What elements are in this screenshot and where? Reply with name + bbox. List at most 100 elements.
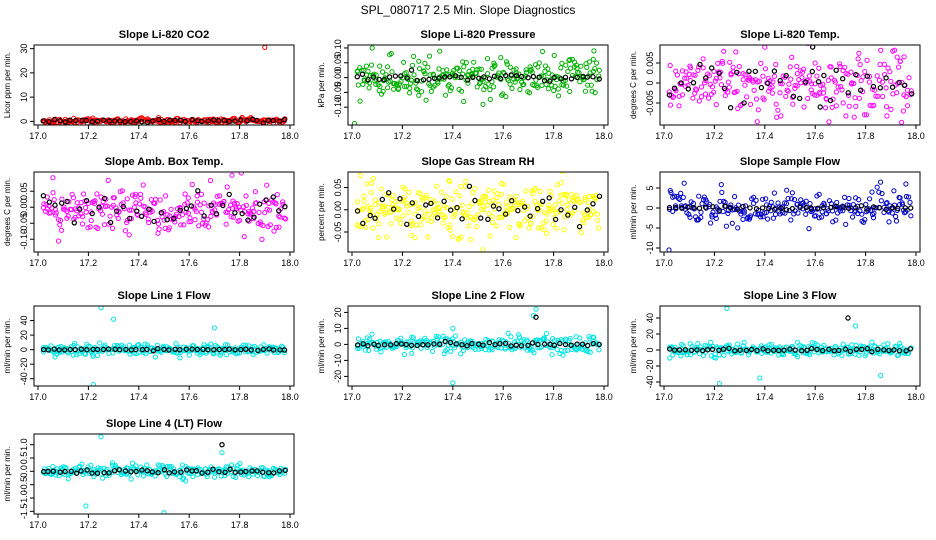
data-point (59, 200, 65, 206)
data-point (801, 66, 807, 72)
y-axis-label: percent per min. (317, 183, 326, 241)
data-point (555, 86, 561, 92)
data-point (908, 213, 914, 219)
data-point (852, 95, 858, 101)
data-point (777, 211, 783, 217)
data-point (365, 217, 371, 223)
data-point (220, 202, 226, 209)
data-point (354, 342, 361, 348)
data-point (211, 474, 218, 480)
data-point (864, 73, 871, 79)
data-point (492, 62, 498, 68)
data-point (765, 216, 771, 222)
data-point (820, 81, 826, 88)
y-tick-label: -20 (333, 370, 343, 383)
data-point (72, 346, 79, 353)
data-point (219, 442, 225, 448)
data-point (409, 350, 415, 356)
panel-title: Slope Line 4 (LT) Flow (106, 418, 222, 430)
data-point (574, 341, 580, 347)
data-point (569, 72, 576, 79)
panel-title: Slope Sample Flow (740, 156, 841, 168)
y-axis-label: ml/min per min. (317, 319, 326, 374)
data-point (754, 119, 760, 125)
data-point (755, 107, 761, 113)
data-point (863, 201, 869, 207)
data-point (762, 66, 769, 72)
data-point (684, 75, 690, 81)
data-point (434, 183, 440, 189)
data-point (521, 218, 528, 224)
data-point (385, 64, 391, 70)
data-point (400, 213, 406, 219)
data-point (260, 222, 266, 229)
x-tick-label: 17.6 (806, 392, 824, 402)
data-point (752, 68, 759, 75)
data-point (794, 71, 800, 77)
data-point (272, 200, 278, 206)
data-point (889, 210, 895, 216)
data-point (379, 345, 385, 351)
data-point (449, 233, 456, 239)
data-point (840, 341, 846, 347)
data-point (775, 107, 781, 113)
y-tick-label: -0.05 (19, 213, 29, 234)
data-point (377, 83, 383, 90)
data-point (693, 86, 699, 92)
data-point (134, 208, 140, 214)
data-point (760, 196, 766, 202)
data-point (908, 88, 914, 94)
data-point (115, 215, 121, 221)
data-point (476, 66, 482, 72)
data-point (713, 75, 720, 81)
x-tick-label: 17.2 (706, 392, 724, 402)
data-point (505, 211, 511, 217)
data-point (742, 72, 748, 78)
data-point (590, 340, 597, 347)
data-point (870, 83, 877, 90)
data-point (360, 341, 366, 347)
data-point (709, 65, 715, 71)
data-point (835, 84, 841, 90)
data-point (57, 217, 64, 224)
x-tick-label: 17.2 (394, 258, 412, 268)
data-point (671, 193, 678, 199)
data-point (539, 48, 546, 55)
x-tick-label: 17.0 (655, 392, 673, 402)
data-point (784, 87, 790, 93)
data-point (798, 80, 804, 86)
data-point (549, 352, 555, 358)
data-point (596, 347, 602, 353)
data-point (839, 87, 845, 93)
data-point (551, 342, 558, 348)
data-point (428, 88, 434, 95)
y-tick-label: -0.005 (645, 90, 655, 116)
panel-title: Slope Li-820 Pressure (421, 29, 536, 41)
data-point (193, 208, 199, 214)
plot-frame (33, 44, 295, 126)
data-point (449, 196, 455, 202)
data-point (178, 469, 184, 475)
x-tick-label: 17.0 (29, 258, 47, 268)
data-point (679, 205, 685, 211)
data-point (486, 339, 493, 346)
data-point (252, 189, 258, 195)
data-point (276, 224, 282, 230)
data-point (492, 342, 498, 348)
data-point (422, 208, 428, 214)
data-point (155, 345, 161, 352)
data-point (789, 190, 796, 196)
data-point (675, 195, 682, 201)
data-point (533, 77, 539, 83)
data-point (875, 346, 881, 352)
data-point (529, 188, 535, 194)
data-point (525, 203, 531, 209)
data-point (722, 93, 728, 99)
data-point (530, 214, 536, 220)
data-point (828, 75, 834, 81)
data-point (523, 67, 529, 73)
data-point (708, 220, 714, 226)
data-point (144, 462, 150, 468)
panel-title: Slope Line 1 Flow (118, 290, 211, 302)
plot-frame (33, 433, 295, 515)
